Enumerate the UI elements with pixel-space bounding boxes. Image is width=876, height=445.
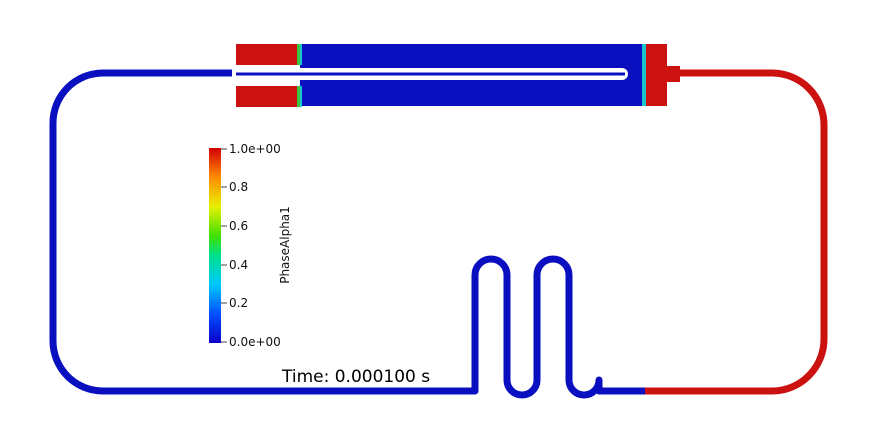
tank-left-insert-bottom: [236, 86, 298, 107]
colorbar-gradient: [209, 148, 221, 343]
pipe-blue-section: [49, 69, 645, 399]
colorbar-min-label: 0.0e+00: [229, 335, 281, 349]
tank-right-edge: [642, 44, 646, 106]
tank-right-nozzle: [667, 66, 680, 82]
colorbar-max-label: 1.0e+00: [229, 142, 281, 156]
pipe-red-section: [645, 69, 828, 395]
time-annotation: Time: 0.000100 s: [281, 367, 430, 387]
interface-edge-bottom: [300, 86, 302, 107]
colorbar-ticks: [221, 148, 227, 343]
tank-left-insert-top: [236, 44, 298, 65]
colorbar-tick-label: 0.4: [229, 258, 248, 272]
colorbar-tick-label: 0.2: [229, 296, 248, 310]
interface-strip-bottom: [297, 86, 300, 107]
colorbar-tick-label: 0.6: [229, 219, 248, 233]
tank-right-cap: [646, 44, 667, 106]
interface-edge-top: [300, 44, 302, 65]
interface-strip-top: [297, 44, 300, 65]
colorbar-title: PhaseAlpha1: [278, 206, 292, 284]
colorbar-tick-label: 0.8: [229, 180, 248, 194]
